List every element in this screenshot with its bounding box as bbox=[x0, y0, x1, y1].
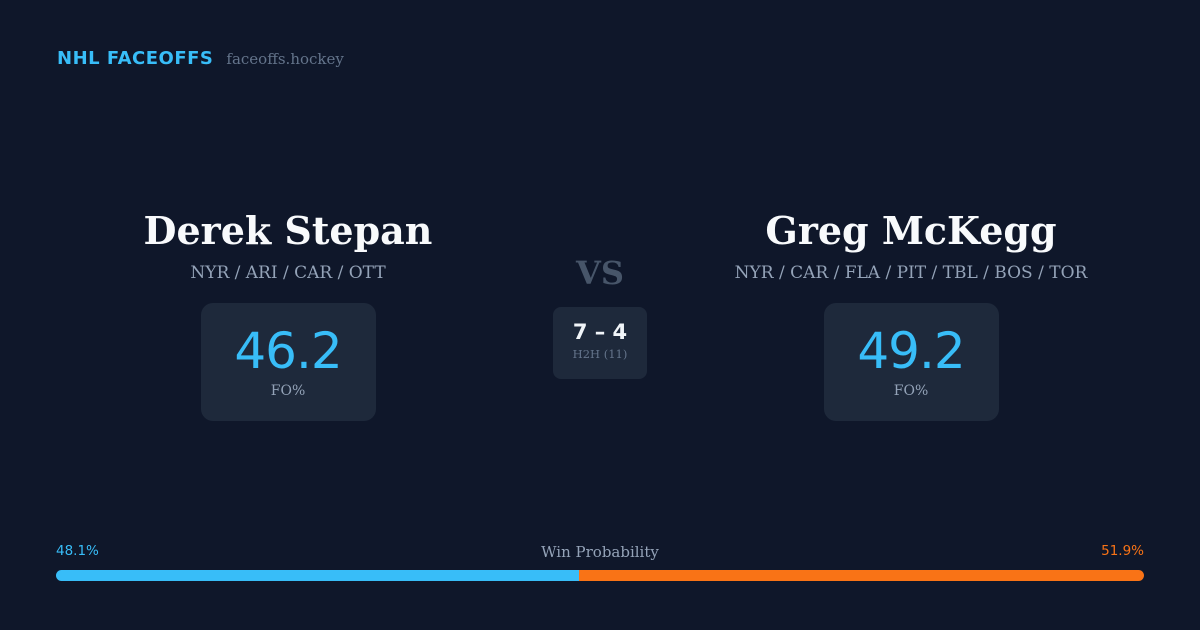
faceoff-stat-box: 46.2 FO% bbox=[200, 303, 376, 421]
versus-label: VS bbox=[576, 254, 624, 292]
faceoff-percentage: 46.2 bbox=[234, 322, 342, 380]
win-probability-fill-right bbox=[579, 570, 1144, 581]
player-card-left: Derek Stepan NYR / ARI / CAR / OTT 46.2 … bbox=[38, 203, 538, 421]
win-probability-right: 51.9% bbox=[1101, 543, 1144, 559]
player-name: Derek Stepan bbox=[143, 208, 433, 253]
win-probability-bar bbox=[56, 570, 1144, 581]
head-to-head-box: 7 – 4 H2H (11) bbox=[553, 307, 647, 379]
head-to-head-label: H2H (11) bbox=[572, 347, 628, 361]
win-probability-fill-left bbox=[56, 570, 580, 581]
player-name: Greg McKegg bbox=[765, 208, 1057, 253]
head-to-head-score: 7 – 4 bbox=[572, 320, 628, 344]
win-probability-left: 48.1% bbox=[56, 543, 99, 559]
faceoff-stat-box: 49.2 FO% bbox=[823, 303, 999, 421]
brand-name: NHL FACEOFFS bbox=[57, 48, 214, 69]
faceoff-percentage-label: FO% bbox=[893, 383, 929, 399]
player-card-right: Greg McKegg NYR / CAR / FLA / PIT / TBL … bbox=[661, 203, 1161, 421]
win-probability-labels: Win Probability 48.1% 51.9% bbox=[56, 543, 1144, 563]
brand-url: faceoffs.hockey bbox=[226, 50, 344, 68]
brand-header: NHL FACEOFFS faceoffs.hockey bbox=[57, 48, 344, 69]
faceoff-percentage-label: FO% bbox=[270, 383, 306, 399]
faceoff-percentage: 49.2 bbox=[857, 322, 965, 380]
win-probability-title: Win Probability bbox=[541, 543, 659, 561]
player-teams: NYR / ARI / CAR / OTT bbox=[190, 263, 386, 283]
player-teams: NYR / CAR / FLA / PIT / TBL / BOS / TOR bbox=[734, 263, 1088, 283]
